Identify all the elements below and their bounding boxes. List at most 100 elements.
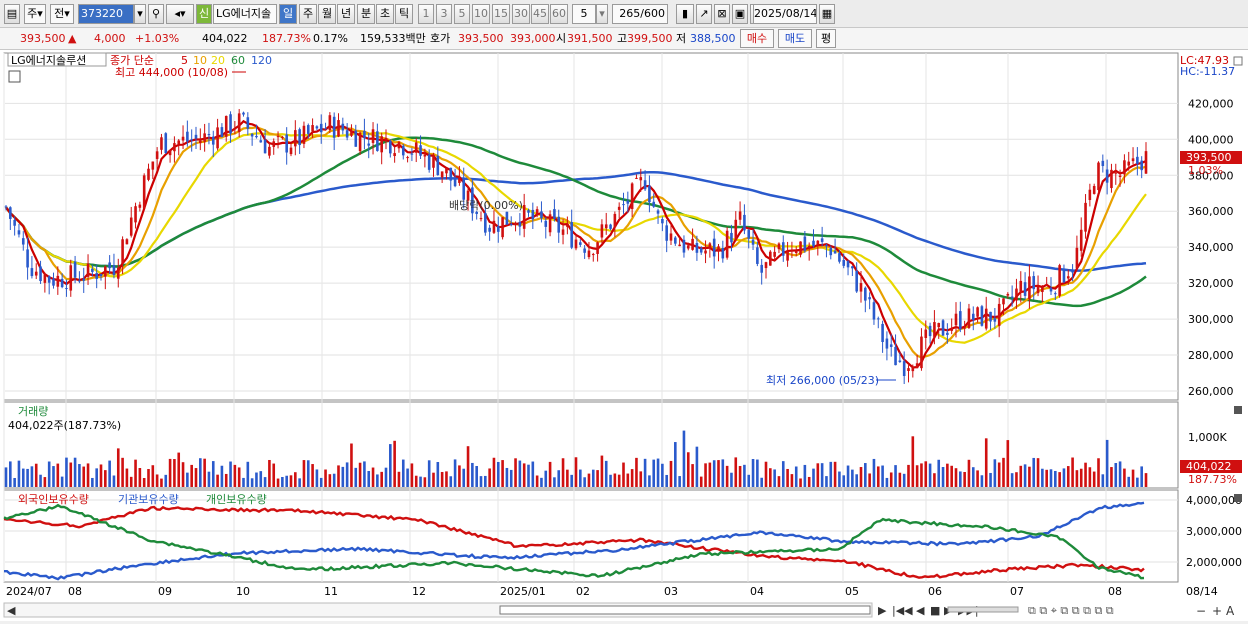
volume-bar xyxy=(864,463,867,487)
tab-day[interactable]: 일 xyxy=(279,4,297,24)
volume-bar xyxy=(527,464,530,487)
candle-type-icon[interactable]: ▮ xyxy=(676,4,694,24)
period-select[interactable]: 주▾ xyxy=(24,4,46,24)
candle-body xyxy=(458,177,461,183)
stock-name: LG에너지솔 xyxy=(213,4,277,24)
window-menu-icon[interactable]: ▤ xyxy=(4,4,20,24)
volume-bar xyxy=(531,461,535,487)
layout-icon[interactable]: ⧉ ⧉ ⌖ ⧉ ⧉ ⧉ ⧉ ⧉ xyxy=(1028,604,1114,617)
panel-grid-icon[interactable] xyxy=(8,70,21,83)
volume-bar xyxy=(613,473,617,487)
candle-body xyxy=(786,251,789,261)
save-icon[interactable]: ▣ xyxy=(732,4,748,24)
candle-body xyxy=(946,332,949,335)
tab-second[interactable]: 초 xyxy=(376,4,394,24)
buy-button[interactable]: 매수 xyxy=(740,29,774,48)
draw-tool-icon[interactable]: ↗ xyxy=(696,4,712,24)
volume-ratio: 187.73% xyxy=(262,32,311,45)
volume-bar xyxy=(56,463,60,487)
volume-bar xyxy=(665,474,668,487)
chart-svg: 420,000 400,000 380,000 360,000 340,000 320,0… xyxy=(3,52,1243,618)
volume-bar xyxy=(155,474,159,487)
candle-body xyxy=(1123,160,1126,175)
y-tick-label: 300,000 xyxy=(1188,313,1234,326)
date-input[interactable]: 2025/08/14 xyxy=(753,4,817,24)
candle-body xyxy=(1118,175,1122,177)
tab-year[interactable]: 년 xyxy=(337,4,355,24)
open-price: 391,500 xyxy=(567,32,613,45)
candle-body xyxy=(186,131,189,142)
candle-body xyxy=(427,154,431,170)
volume-bar xyxy=(406,468,409,487)
tab-month[interactable]: 월 xyxy=(318,4,336,24)
candle-body xyxy=(108,262,111,269)
candle-body xyxy=(902,361,906,377)
candle-body xyxy=(233,128,237,130)
trade-amount: 159,533백만 xyxy=(360,32,426,45)
volume-close-icon[interactable] xyxy=(1234,406,1242,414)
foreign-legend: 외국인보유수량 xyxy=(18,493,89,506)
volume-bar xyxy=(1032,457,1036,487)
candle-body xyxy=(423,154,427,157)
volume-bar xyxy=(1058,472,1061,487)
candle-body xyxy=(570,222,573,248)
volume-ytick: 1,000K xyxy=(1188,431,1227,444)
range-input[interactable]: 265/600 xyxy=(612,4,668,24)
candle-body xyxy=(125,239,129,245)
volume-bar xyxy=(699,476,703,487)
speaker-icon[interactable]: ◂▾ xyxy=(166,4,194,24)
scroll-left-icon[interactable]: ◀ xyxy=(7,604,16,617)
quote-bar: 393,500 ▲ 4,000 +1.03% 404,022 187.73% 0… xyxy=(0,28,1248,50)
max-label: 최고 444,000 (10/08) xyxy=(115,66,228,79)
holding-close-icon[interactable] xyxy=(1234,494,1242,502)
zoom-out-icon[interactable]: − xyxy=(1196,604,1206,618)
last-volume-tag xyxy=(1180,460,1242,473)
volume-bar xyxy=(846,465,850,487)
play-back-icon[interactable]: ◀ xyxy=(916,604,925,617)
interval-1[interactable]: 1 xyxy=(418,4,434,24)
candle-body xyxy=(414,142,418,153)
interval-dropdown-icon[interactable]: ▾ xyxy=(596,4,608,24)
sell-button[interactable]: 매도 xyxy=(778,29,812,48)
search-icon[interactable]: ⚲ xyxy=(148,4,164,24)
candle-body xyxy=(1140,160,1143,171)
candle-body xyxy=(704,250,707,254)
prev-select[interactable]: 전▾ xyxy=(50,4,74,24)
tab-minute[interactable]: 분 xyxy=(357,4,375,24)
interval-30[interactable]: 30 xyxy=(512,4,530,24)
auto-fit-icon[interactable]: A xyxy=(1226,604,1235,618)
tab-week[interactable]: 주 xyxy=(299,4,317,24)
scroll-right-icon[interactable]: ▶ xyxy=(878,604,887,617)
zoom-in-icon[interactable]: + xyxy=(1212,604,1222,618)
interval-3[interactable]: 3 xyxy=(436,4,452,24)
interval-custom-input[interactable]: 5 xyxy=(572,4,596,24)
code-dropdown-icon[interactable]: ▾ xyxy=(134,4,146,24)
volume-bar xyxy=(1101,474,1105,487)
chart-area[interactable]: 420,000 400,000 380,000 360,000 340,000 320,0… xyxy=(0,50,1248,621)
last-price-tag xyxy=(1180,151,1242,164)
stock-code-input[interactable]: 373220 xyxy=(78,4,134,24)
volume-bar xyxy=(708,462,712,487)
interval-5[interactable]: 5 xyxy=(454,4,470,24)
volume-bar xyxy=(453,459,457,487)
candle-body xyxy=(587,250,591,258)
zoom-icon[interactable]: ⊠ xyxy=(714,4,730,24)
scroll-thumb[interactable] xyxy=(499,605,871,615)
candle-body xyxy=(242,112,245,115)
stop-icon[interactable]: ■ xyxy=(930,604,940,617)
interval-10[interactable]: 10 xyxy=(472,4,490,24)
speed-slider[interactable] xyxy=(947,606,1019,613)
first-page-icon[interactable]: |◀◀ xyxy=(892,604,913,617)
eval-button[interactable]: 평 xyxy=(816,29,836,48)
calendar-icon[interactable]: ▦ xyxy=(819,4,835,24)
volume-bar xyxy=(859,467,863,487)
candle-body xyxy=(380,136,383,153)
interval-60[interactable]: 60 xyxy=(550,4,568,24)
interval-15[interactable]: 15 xyxy=(492,4,510,24)
volume-bar xyxy=(233,464,237,487)
volume-bar xyxy=(298,478,301,487)
interval-45[interactable]: 45 xyxy=(531,4,549,24)
tab-tick[interactable]: 틱 xyxy=(395,4,413,24)
volume-bar xyxy=(345,462,349,487)
price-scroll-icon[interactable] xyxy=(1233,56,1243,66)
